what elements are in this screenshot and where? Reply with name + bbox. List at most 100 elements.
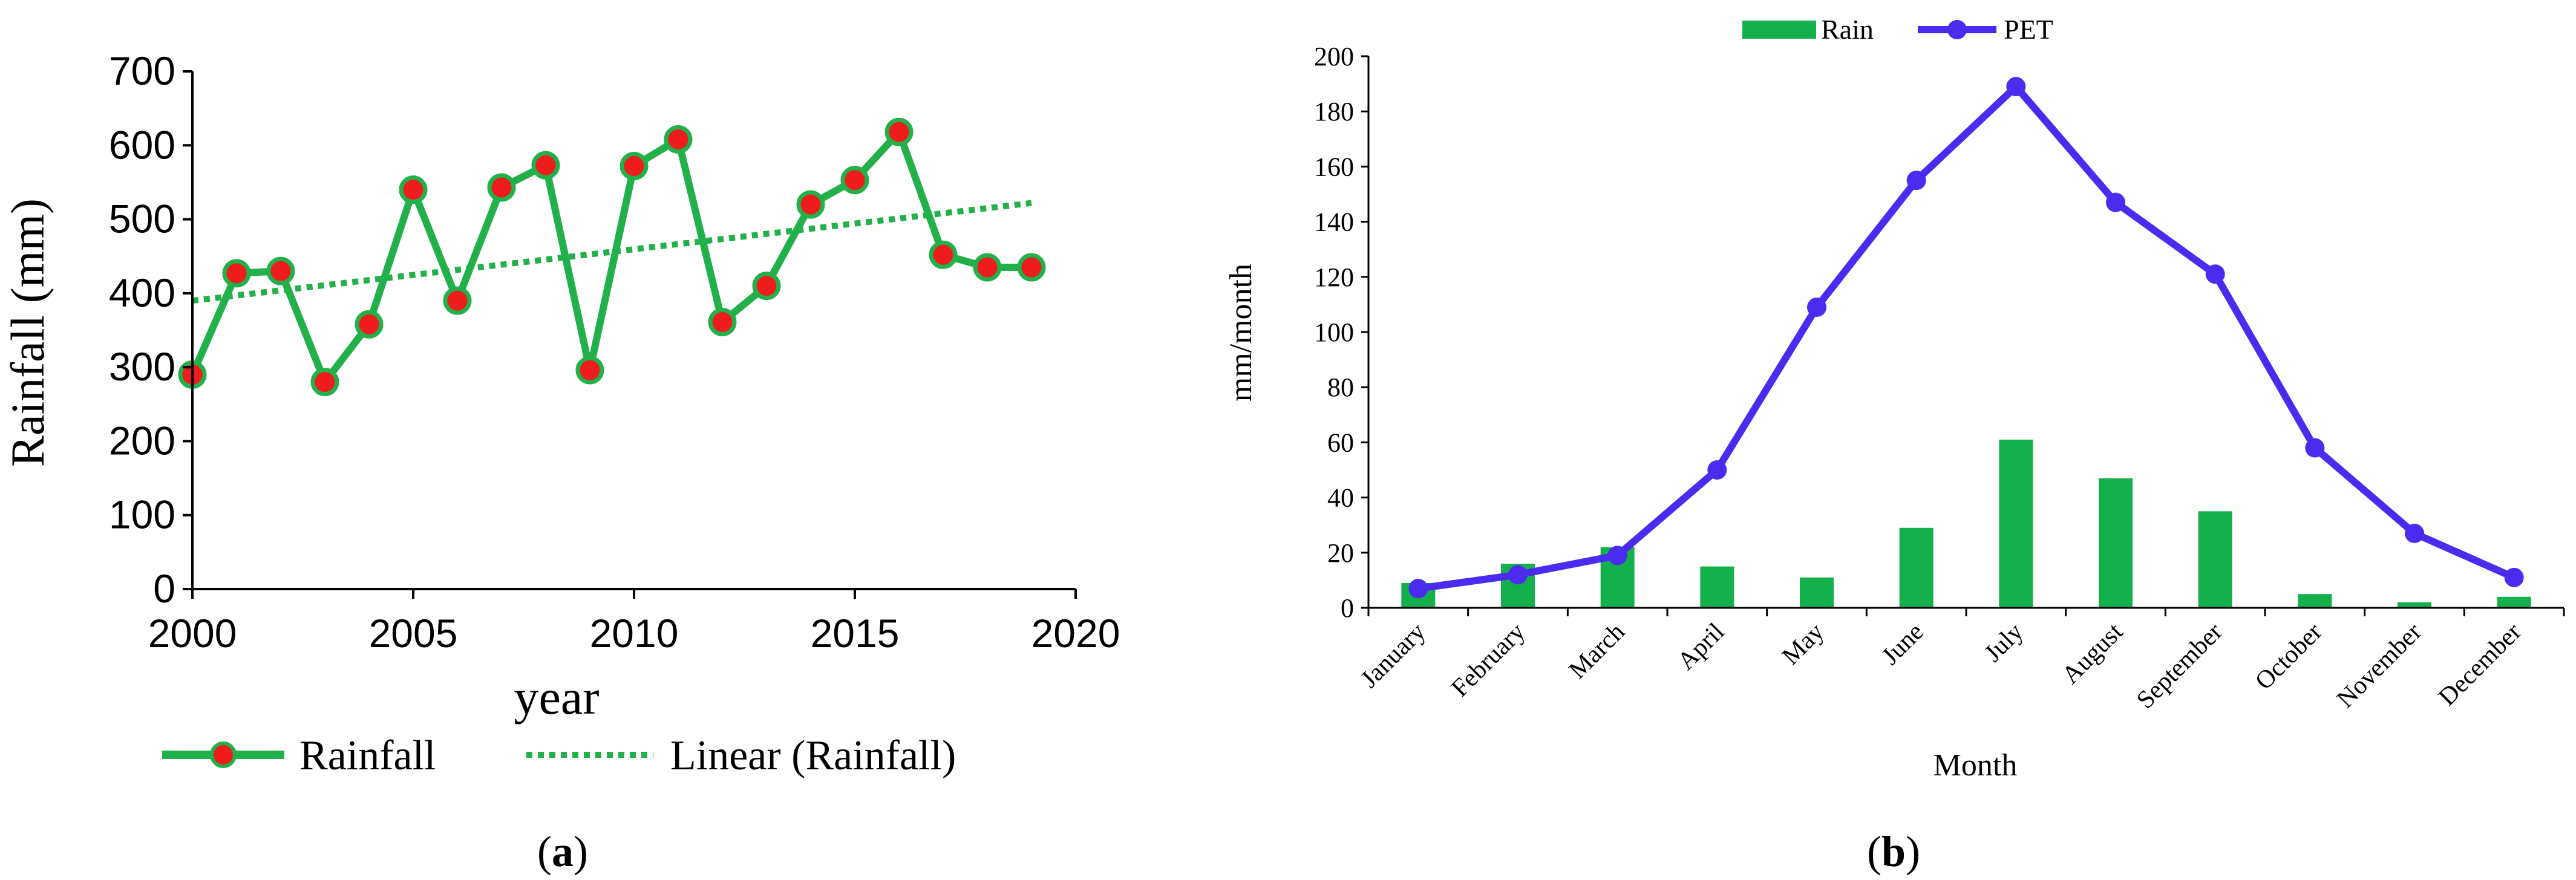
rain-bar: [1899, 527, 1934, 608]
panel-a-y-tick-label: 500: [109, 197, 175, 241]
rainfall-point: [708, 308, 737, 337]
rainfall-point: [929, 240, 958, 269]
rainfall-series-line: [189, 128, 1031, 386]
panel-b-y-tick-label: 0: [1341, 593, 1354, 623]
panel-a-caption: (a): [537, 827, 588, 876]
pet-point: [2305, 438, 2325, 458]
pet-point: [2405, 523, 2424, 543]
panel-b-x-axis-label: Month: [1934, 748, 2018, 783]
panel-b-y-tick-label: 20: [1327, 538, 1354, 568]
pet-point: [1807, 297, 1826, 317]
panel-b-x-tick-label: August: [2057, 618, 2129, 689]
pet-point: [2205, 264, 2225, 284]
pet-line-layer: [1417, 83, 2516, 593]
panel-b-x-tick-label: February: [1446, 618, 1531, 703]
panel-b-x-tick-label: May: [1777, 618, 1829, 671]
rainfall-point: [884, 117, 914, 146]
panel-b-y-tick-label: 60: [1327, 428, 1354, 457]
rainfall-point: [487, 173, 516, 202]
rain-bar: [2398, 602, 2431, 608]
trend-line-layer: [192, 200, 1032, 304]
panel-b-x-tick-label: June: [1877, 618, 1929, 671]
panel-b-axes: [1361, 55, 2565, 616]
panel-a-y-tick-label: 400: [109, 270, 175, 315]
rainfall-point: [443, 286, 472, 315]
rainfall-point: [310, 368, 339, 397]
legend-pet-marker: [1947, 20, 1967, 39]
legend-rainfall-marker: [210, 741, 237, 768]
pet-point: [2504, 567, 2524, 587]
panel-b-x-tick-label: October: [2250, 618, 2327, 696]
rainfall-point: [752, 272, 781, 301]
rainfall-point: [1017, 253, 1046, 282]
panel-a-axes: [183, 70, 1077, 599]
panel-b-y-tick-labels: 0 20 40 60 80 100 120 140 160 180 200: [1314, 42, 1354, 623]
legend-item-pet: PET: [1918, 14, 2053, 45]
legend-item-rain: Rain: [1742, 14, 1874, 45]
rainfall-markers-layer: [178, 117, 1046, 397]
panel-a-y-tick-labels: 0 100 200 300 400 500 600 700: [109, 48, 175, 611]
panel-b-x-tick-labels: January February March April May June July Augu…: [1356, 618, 2527, 714]
panel-a-x-tick-label: 2000: [148, 611, 237, 656]
rainfall-point: [840, 166, 869, 195]
legend-item-rainfall: Rainfall: [162, 732, 436, 779]
rain-bar: [2298, 594, 2332, 608]
rain-bar: [1700, 566, 1734, 608]
panel-a-y-tick-label: 600: [109, 122, 175, 167]
panel-b-y-tick-label: 100: [1314, 318, 1354, 347]
rain-bar: [2497, 596, 2531, 608]
panel-a-x-tick-labels: 2000 2005 2010 2015 2020: [148, 611, 1120, 656]
rain-bar: [1999, 439, 2033, 608]
panel-b-y-tick-label: 40: [1327, 483, 1354, 513]
rainfall-line-layer: [189, 128, 1031, 386]
pet-point: [1707, 460, 1727, 480]
panel-a-legend: Rainfall Linear (Rainfall): [162, 732, 956, 779]
panel-b-x-tick-label: July: [1979, 618, 2028, 668]
panel-a-x-tick-label: 2020: [1031, 611, 1120, 656]
legend-linear-label: Linear (Rainfall): [670, 732, 956, 779]
panel-b-x-tick-label: March: [1564, 618, 1630, 685]
panel-b-y-tick-label: 180: [1314, 97, 1354, 126]
rain-bar: [2099, 478, 2133, 608]
rainfall-point: [796, 190, 825, 219]
panel-b-x-tick-label: September: [2131, 618, 2228, 715]
rainfall-point: [619, 152, 649, 181]
panel-b-y-tick-label: 80: [1327, 373, 1354, 402]
panel-a-y-tick-label: 300: [109, 344, 175, 389]
panel-a-y-axis-label: Rainfall (mm): [1, 198, 54, 467]
panel-a-x-axis-label: year: [514, 670, 599, 725]
panel-b-legend: Rain PET: [1742, 14, 2053, 45]
pet-series-line: [1417, 83, 2516, 593]
rainfall-point: [973, 253, 1002, 282]
legend-rainfall-label: Rainfall: [299, 732, 436, 779]
pet-point: [2106, 192, 2125, 212]
panel-a-x-tick-label: 2015: [811, 611, 900, 656]
pet-point: [1906, 171, 1926, 191]
pet-point: [1607, 546, 1627, 565]
panel-b-x-tick-label: December: [2433, 618, 2527, 712]
rainfall-point: [222, 259, 251, 288]
rain-bar: [2198, 511, 2232, 608]
rainfall-point: [266, 256, 295, 285]
legend-rain-swatch: [1742, 21, 1816, 39]
panel-b-caption: (b): [1867, 827, 1920, 876]
panel-a-y-tick-label: 100: [109, 492, 175, 537]
panel-b-y-tick-label: 200: [1314, 42, 1354, 71]
rainfall-point: [399, 175, 428, 204]
trend-line: [192, 200, 1032, 304]
rainfall-point: [575, 356, 604, 385]
pet-point: [1508, 565, 1528, 585]
panel-b-x-tick-label: January: [1356, 618, 1431, 694]
legend-pet-label: PET: [2004, 14, 2053, 45]
panel-a-x-tick-label: 2010: [590, 611, 679, 656]
pet-markers-layer: [1408, 77, 2524, 599]
panel-a-y-tick-label: 200: [109, 418, 175, 463]
rain-bars-layer: [1401, 439, 2531, 608]
panel-b-y-tick-label: 120: [1314, 262, 1354, 292]
panel-b-y-tick-label: 140: [1314, 207, 1354, 237]
rain-bar: [1800, 577, 1834, 608]
rainfall-point: [664, 125, 693, 154]
rainfall-point: [355, 310, 384, 339]
